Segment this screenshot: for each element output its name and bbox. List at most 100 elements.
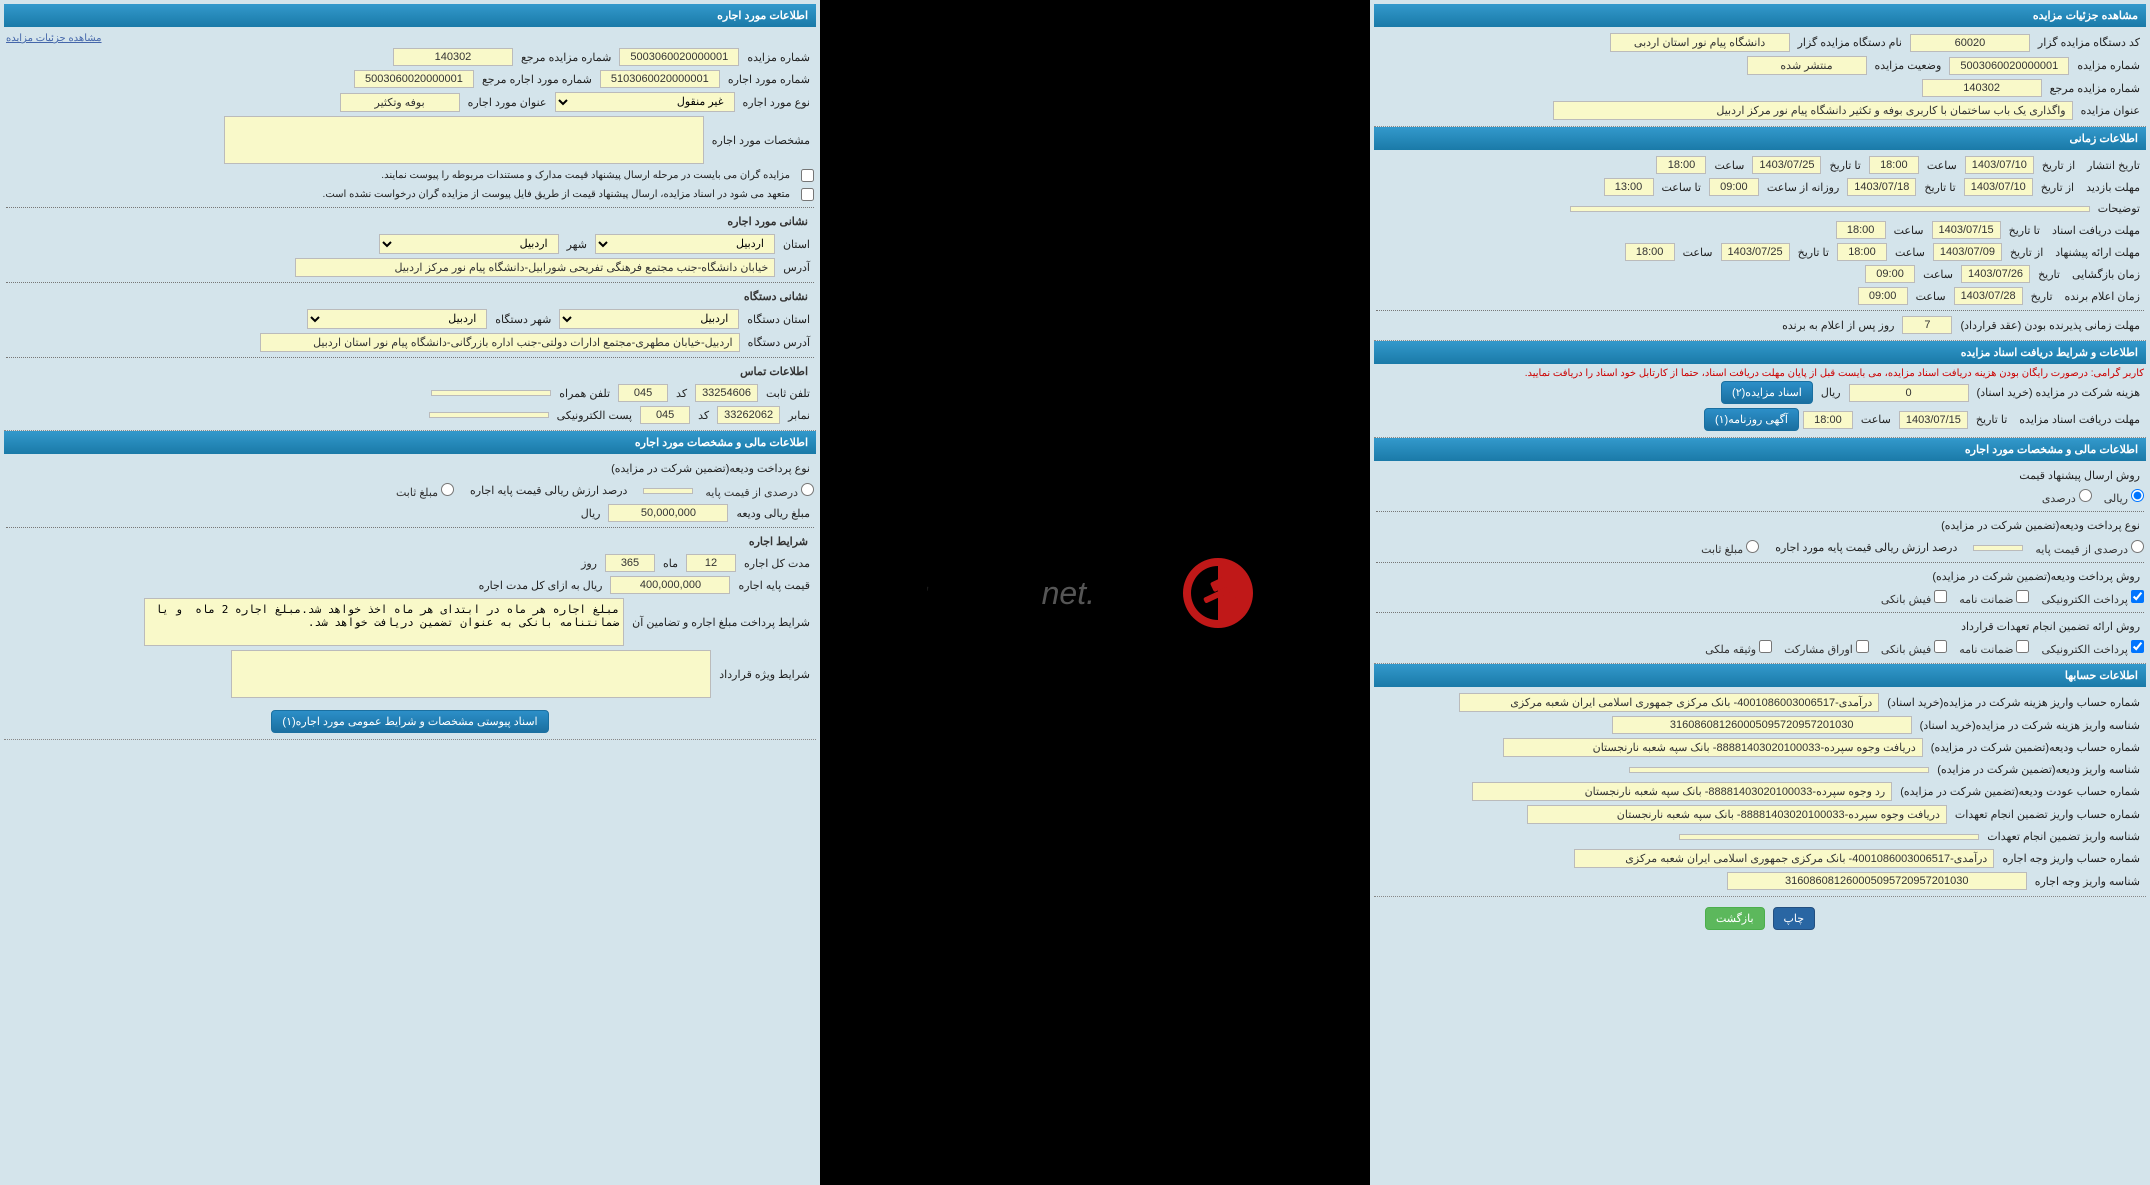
sel-city[interactable]: اردبیل bbox=[379, 234, 559, 254]
val-acc2-id bbox=[1629, 767, 1929, 773]
ta-lease-spec[interactable] bbox=[224, 116, 704, 164]
lbl-province: استان bbox=[779, 236, 814, 253]
val-offer-time: 18:00 bbox=[1837, 243, 1887, 261]
val-l-tender-no: 5003060020000001 bbox=[619, 48, 739, 66]
cb-bank2-lbl[interactable]: فیش بانکی bbox=[1881, 640, 1947, 656]
lbl-open-time: زمان بازگشایی bbox=[2068, 266, 2144, 283]
cb-note2[interactable] bbox=[801, 188, 814, 201]
financial-section: روش ارسال پیشنهاد قیمت ریالی درصدی نوع پ… bbox=[1374, 461, 2146, 664]
lbl-deposit-type: نوع پرداخت ودیعه(تضمین شرکت در مزایده) bbox=[1937, 517, 2144, 534]
radio-percent-base[interactable] bbox=[2131, 540, 2144, 553]
cb-guarantee[interactable] bbox=[2016, 590, 2029, 603]
sel-province[interactable]: اردبیل bbox=[595, 234, 775, 254]
lbl-visit: مهلت بازدید bbox=[2082, 179, 2144, 196]
radio-fixed-lbl[interactable]: مبلغ ثابت bbox=[1701, 540, 1759, 556]
lbl-time2: ساعت bbox=[1710, 157, 1748, 174]
cb-bank-lbl[interactable]: فیش بانکی bbox=[1881, 590, 1947, 606]
val-ref-no: 140302 bbox=[1922, 79, 2042, 97]
header-lease-info: اطلاعات مورد اجاره bbox=[4, 4, 816, 27]
radio-fixed2[interactable] bbox=[441, 483, 454, 496]
lbl-participate-cost: هزینه شرکت در مزایده (خرید اسناد) bbox=[1973, 384, 2144, 401]
radio-percent[interactable] bbox=[2079, 489, 2092, 502]
lbl-acc3: شماره حساب عودت ودیعه(تضمین شرکت در مزای… bbox=[1896, 783, 2144, 800]
lbl-from2: از تاریخ bbox=[2037, 179, 2078, 196]
cb-elec-lbl[interactable]: پرداخت الکترونیکی bbox=[2041, 590, 2144, 606]
lbl-send-method: روش ارسال پیشنهاد قیمت bbox=[2015, 467, 2144, 484]
val-org-address: اردبیل-خیابان مطهری-مجتمع ادارات دولتی-ج… bbox=[260, 333, 740, 352]
cb-guarantee2[interactable] bbox=[2016, 640, 2029, 653]
lbl-address: آدرس bbox=[779, 259, 814, 276]
ta-payment[interactable]: مبلغ اجاره هر ماه در ابتدای هر ماه اخذ خ… bbox=[144, 598, 624, 646]
cb-property[interactable] bbox=[1759, 640, 1772, 653]
gavel-icon bbox=[1173, 548, 1263, 638]
val-acc4-id bbox=[1679, 834, 1979, 840]
btn-tender-docs[interactable]: اسناد مزایده(۲) bbox=[1721, 381, 1813, 404]
lbl-doc-deadline: مهلت دریافت اسناد bbox=[2048, 222, 2144, 239]
footer-buttons: چاپ بازگشت bbox=[1374, 897, 2146, 940]
val-mobile bbox=[431, 390, 551, 396]
cb-guar-lbl[interactable]: ضمانت نامه bbox=[1959, 590, 2029, 606]
radio-pb2[interactable] bbox=[801, 483, 814, 496]
btn-back[interactable]: بازگشت bbox=[1705, 907, 1765, 930]
cb-electronic[interactable] bbox=[2131, 590, 2144, 603]
btn-print[interactable]: چاپ bbox=[1773, 907, 1816, 930]
cb-part-lbl[interactable]: اوراق مشارکت bbox=[1784, 640, 1869, 656]
lbl-date2: تاریخ bbox=[2034, 266, 2064, 283]
sel-org-city[interactable]: اردبیل bbox=[307, 309, 487, 329]
sel-org-province[interactable]: اردبیل bbox=[559, 309, 739, 329]
cb-guar2-lbl[interactable]: ضمانت نامه bbox=[1959, 640, 2029, 656]
radio-pb-lbl[interactable]: درصدی از قیمت پایه bbox=[2035, 540, 2144, 556]
val-deposit-amount: 50,000,000 bbox=[608, 504, 728, 522]
lbl-month: ماه bbox=[659, 555, 682, 572]
radio-riali[interactable] bbox=[2131, 489, 2144, 502]
cb-prop-lbl[interactable]: وثیقه ملکی bbox=[1705, 640, 1772, 656]
sel-lease-type[interactable]: غیر منقول bbox=[555, 92, 735, 112]
val-offer-to-time: 18:00 bbox=[1625, 243, 1675, 261]
radio-pb2-lbl[interactable]: درصدی از قیمت پایه bbox=[705, 483, 814, 499]
lbl-fax: نمابر bbox=[784, 407, 814, 424]
right-panel: مشاهده جزئیات مزایده کد دستگاه مزایده گز… bbox=[1370, 0, 2150, 1185]
val-tender-org: دانشگاه پیام نور استان اردبی bbox=[1610, 33, 1790, 52]
val-acc5-id: 316086081260005095720957201030 bbox=[1727, 872, 2027, 890]
btn-newspaper[interactable]: آگهی روزنامه(۱) bbox=[1704, 408, 1799, 431]
cb-note1[interactable] bbox=[801, 169, 814, 182]
radio-fixed2-lbl[interactable]: مبلغ ثابت bbox=[396, 483, 454, 499]
brand-text: AriaTender .net bbox=[927, 568, 1167, 618]
val-notes bbox=[1570, 206, 2090, 212]
ta-special[interactable] bbox=[231, 650, 711, 698]
sub-lease-terms: شرایط اجاره bbox=[6, 531, 814, 552]
lbl-daily-from: روزانه از ساعت bbox=[1763, 179, 1843, 196]
val-fax: 33262062 bbox=[717, 406, 780, 424]
lbl-publish: تاریخ انتشار bbox=[2083, 157, 2144, 174]
val-receive-to-date: 1403/07/15 bbox=[1899, 411, 1968, 429]
lbl-payment-terms: شرایط پرداخت مبلغ اجاره و تضامین آن bbox=[628, 614, 814, 631]
btn-attach[interactable]: اسناد پیوستی مشخصات و شرایط عمومی مورد ا… bbox=[271, 710, 548, 733]
lbl-deposit-type2: نوع پرداخت ودیعه(تضمین شرکت در مزایده) bbox=[607, 460, 814, 477]
lbl-time6: ساعت bbox=[1919, 266, 1957, 283]
lbl-special-terms: شرایط ویژه قرارداد bbox=[715, 666, 814, 683]
cb-electronic2[interactable] bbox=[2131, 640, 2144, 653]
cb-elec2-lbl[interactable]: پرداخت الکترونیکی bbox=[2041, 640, 2144, 656]
lbl-code2: کد bbox=[694, 407, 713, 424]
link-details[interactable]: مشاهده جزئیات مزایده bbox=[6, 33, 102, 44]
lbl-base-price: قیمت پایه اجاره bbox=[734, 577, 814, 594]
lbl-lease-no: شماره مورد اجاره bbox=[724, 71, 814, 88]
cb-bank-receipt[interactable] bbox=[1934, 590, 1947, 603]
lbl-phone: تلفن ثابت bbox=[762, 385, 814, 402]
financial-lease-section: نوع پرداخت ودیعه(تضمین شرکت در مزایده) د… bbox=[4, 454, 816, 740]
lbl-tender-status: وضعیت مزایده bbox=[1871, 57, 1946, 74]
radio-fixed[interactable] bbox=[1746, 540, 1759, 553]
cb-participate[interactable] bbox=[1856, 640, 1869, 653]
val-open-date: 1403/07/26 bbox=[1961, 265, 2030, 283]
lbl-total-duration: مدت کل اجاره bbox=[740, 555, 814, 572]
cb-bank2[interactable] bbox=[1934, 640, 1947, 653]
receive-section: کاربر گرامی: درصورت رایگان بودن هزینه در… bbox=[1374, 364, 2146, 438]
lbl-offer-deadline: مهلت ارائه پیشنهاد bbox=[2051, 244, 2144, 261]
lbl-org-address: آدرس دستگاه bbox=[744, 334, 814, 351]
header-details: مشاهده جزئیات مزایده bbox=[1374, 4, 2146, 27]
val-publish-time-from: 18:00 bbox=[1869, 156, 1919, 174]
time-section: تاریخ انتشار از تاریخ 1403/07/10 ساعت 18… bbox=[1374, 150, 2146, 341]
lbl-lease-ref: شماره مورد اجاره مرجع bbox=[478, 71, 596, 88]
radio-percent-lbl[interactable]: درصدی bbox=[2042, 489, 2092, 505]
radio-riali-lbl[interactable]: ریالی bbox=[2104, 489, 2144, 505]
